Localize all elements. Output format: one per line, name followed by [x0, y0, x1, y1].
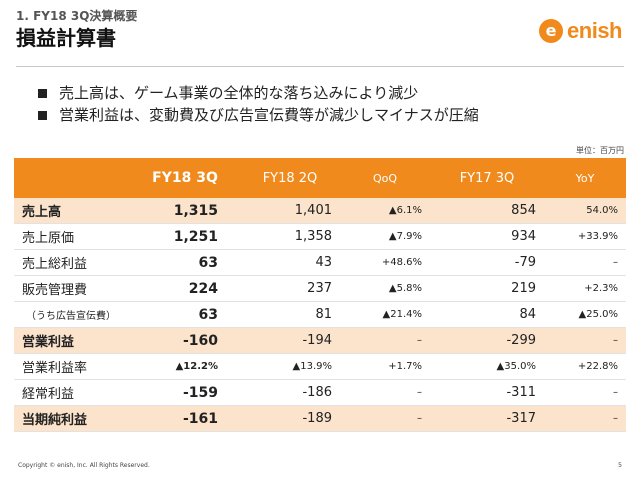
cell-fy18-2q: 237 — [240, 275, 340, 302]
income-statement-table: FY18 3Q FY18 2Q QoQ FY17 3Q YoY 売上高 1,31… — [14, 158, 626, 432]
cell-fy17-3q: 934 — [430, 223, 544, 250]
cell-yoy: – — [544, 379, 626, 406]
cell-qoq: +1.7% — [340, 353, 430, 380]
cell-fy18-3q: 1,315 — [130, 198, 240, 224]
table-row-operating-income: 営業利益 -160 -194 – -299 – — [14, 327, 626, 354]
cell-yoy: +2.3% — [544, 275, 626, 302]
column-header-yoy: YoY — [544, 158, 626, 198]
cell-yoy: – — [544, 405, 626, 432]
table-row-net-sales: 売上高 1,315 1,401 ▲6.1% 854 54.0% — [14, 198, 626, 224]
bullet-item: 売上高は、ゲーム事業の全体的な落ち込みにより減少 — [38, 82, 479, 104]
cell-fy17-3q: ▲35.0% — [430, 353, 544, 380]
cell-fy18-3q: 224 — [130, 275, 240, 302]
cell-fy17-3q: -79 — [430, 249, 544, 276]
column-header-fy18-2q: FY18 2Q — [240, 158, 340, 198]
page-title: 損益計算書 — [16, 26, 116, 50]
cell-fy17-3q: 84 — [430, 301, 544, 328]
cell-fy18-3q: 1,251 — [130, 223, 240, 250]
company-logo: e enish — [539, 18, 622, 44]
table-row-ordinary-income: 経常利益 -159 -186 – -311 – — [14, 379, 626, 406]
cell-qoq: ▲21.4% — [340, 301, 430, 328]
cell-fy18-2q: 43 — [240, 249, 340, 276]
cell-fy18-3q: -159 — [130, 379, 240, 406]
header-divider — [16, 66, 624, 67]
cell-qoq: – — [340, 405, 430, 432]
row-label: （うち広告宣伝費） — [14, 301, 130, 328]
bullet-text: 売上高は、ゲーム事業の全体的な落ち込みにより減少 — [59, 84, 419, 102]
cell-fy18-3q: -160 — [130, 327, 240, 354]
bullet-text: 営業利益は、変動費及び広告宣伝費等が減少しマイナスが圧縮 — [59, 106, 479, 124]
cell-qoq: +48.6% — [340, 249, 430, 276]
table-header-row: FY18 3Q FY18 2Q QoQ FY17 3Q YoY — [14, 158, 626, 198]
cell-yoy: +33.9% — [544, 223, 626, 250]
cell-fy17-3q: -317 — [430, 405, 544, 432]
row-label: 経常利益 — [14, 379, 130, 406]
cell-fy18-3q: ▲12.2% — [130, 353, 240, 380]
cell-fy17-3q: -299 — [430, 327, 544, 354]
table-row-advertising: （うち広告宣伝費） 63 81 ▲21.4% 84 ▲25.0% — [14, 301, 626, 328]
cell-fy17-3q: 219 — [430, 275, 544, 302]
cell-fy18-3q: -161 — [130, 405, 240, 432]
cell-fy17-3q: 854 — [430, 198, 544, 224]
logo-icon: e — [539, 19, 564, 43]
cell-yoy: – — [544, 249, 626, 276]
table-row-gross-profit: 売上総利益 63 43 +48.6% -79 – — [14, 249, 626, 276]
summary-bullets: 売上高は、ゲーム事業の全体的な落ち込みにより減少 営業利益は、変動費及び広告宣伝… — [38, 82, 479, 126]
table-row-operating-margin: 営業利益率 ▲12.2% ▲13.9% +1.7% ▲35.0% +22.8% — [14, 353, 626, 380]
slide-header: 1. FY18 3Q決算概要 損益計算書 — [16, 8, 137, 51]
cell-fy18-2q: 81 — [240, 301, 340, 328]
cell-fy18-2q: -186 — [240, 379, 340, 406]
row-label: 売上原価 — [14, 223, 130, 250]
cell-qoq: ▲5.8% — [340, 275, 430, 302]
logo-text: enish — [567, 18, 622, 43]
square-bullet-icon — [38, 110, 47, 120]
cell-qoq: – — [340, 379, 430, 406]
row-label: 売上総利益 — [14, 249, 130, 276]
cell-yoy: – — [544, 327, 626, 354]
cell-yoy: ▲25.0% — [544, 301, 626, 328]
row-label: 営業利益 — [14, 327, 130, 354]
section-subtitle: 1. FY18 3Q決算概要 — [16, 9, 138, 23]
column-header-fy17-3q: FY17 3Q — [430, 158, 544, 198]
cell-fy18-3q: 63 — [130, 249, 240, 276]
cell-fy18-2q: 1,401 — [240, 198, 340, 224]
cell-fy18-2q: -194 — [240, 327, 340, 354]
table-row-sga: 販売管理費 224 237 ▲5.8% 219 +2.3% — [14, 275, 626, 302]
table-row-net-income: 当期純利益 -161 -189 – -317 – — [14, 405, 626, 432]
cell-fy18-2q: -189 — [240, 405, 340, 432]
cell-qoq: ▲6.1% — [340, 198, 430, 224]
square-bullet-icon — [38, 88, 47, 98]
cell-yoy: 54.0% — [544, 198, 626, 224]
cell-fy17-3q: -311 — [430, 379, 544, 406]
row-label: 当期純利益 — [14, 405, 130, 432]
bullet-item: 営業利益は、変動費及び広告宣伝費等が減少しマイナスが圧縮 — [38, 104, 479, 126]
cell-fy18-2q: ▲13.9% — [240, 353, 340, 380]
row-label: 営業利益率 — [14, 353, 130, 380]
column-header-fy18-3q: FY18 3Q — [130, 158, 240, 198]
row-label: 売上高 — [14, 198, 130, 224]
table-row-cost-of-sales: 売上原価 1,251 1,358 ▲7.9% 934 +33.9% — [14, 223, 626, 250]
cell-qoq: ▲7.9% — [340, 223, 430, 250]
cell-fy18-3q: 63 — [130, 301, 240, 328]
cell-qoq: – — [340, 327, 430, 354]
cell-fy18-2q: 1,358 — [240, 223, 340, 250]
page-number: 5 — [618, 462, 622, 469]
column-header-qoq: QoQ — [340, 158, 430, 198]
row-label: 販売管理費 — [14, 275, 130, 302]
unit-label: 単位：百万円 — [576, 146, 624, 155]
column-header-label — [14, 158, 130, 198]
copyright-footer: Copyright © enish, Inc. All Rights Reser… — [18, 462, 150, 469]
cell-yoy: +22.8% — [544, 353, 626, 380]
